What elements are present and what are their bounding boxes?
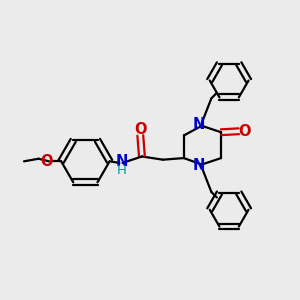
Text: O: O [41, 154, 53, 169]
Text: O: O [134, 122, 147, 137]
Text: N: N [193, 158, 205, 173]
Text: O: O [238, 124, 251, 139]
Text: N: N [193, 117, 205, 132]
Text: N: N [116, 154, 128, 169]
Text: H: H [117, 164, 127, 176]
